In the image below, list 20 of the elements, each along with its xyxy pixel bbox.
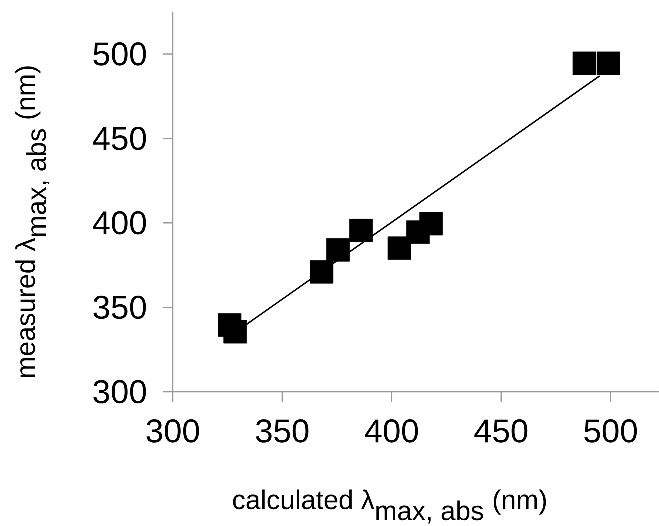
point — [596, 52, 620, 76]
y-tick-label: 450 — [93, 126, 146, 150]
point — [420, 212, 444, 236]
y-tick-label: 350 — [94, 296, 146, 320]
x-tick-label: 400 — [365, 420, 418, 443]
point — [388, 236, 412, 260]
point — [572, 52, 596, 76]
y-tick-label: 300 — [94, 380, 146, 404]
x-tick-label: 500 — [584, 420, 638, 443]
y-tick-label: 400 — [93, 211, 146, 235]
point — [310, 260, 334, 284]
point — [350, 218, 373, 242]
y-tick-label: 500 — [94, 42, 146, 66]
x-tick-label: 300 — [146, 420, 200, 443]
y-axis-title: $\mbox{measured λ}_{\mbox{max, abs}}\mbox{ (nm)}$ — [16, 66, 50, 378]
x-tick-label: 350 — [256, 420, 309, 443]
x-axis-title: $\mbox{calculated λ}_{\mbox{max, abs}}\mbox{ (nm)}$ — [233, 490, 546, 524]
point — [326, 238, 350, 262]
point — [224, 320, 248, 344]
x-tick-label: 450 — [474, 420, 528, 443]
